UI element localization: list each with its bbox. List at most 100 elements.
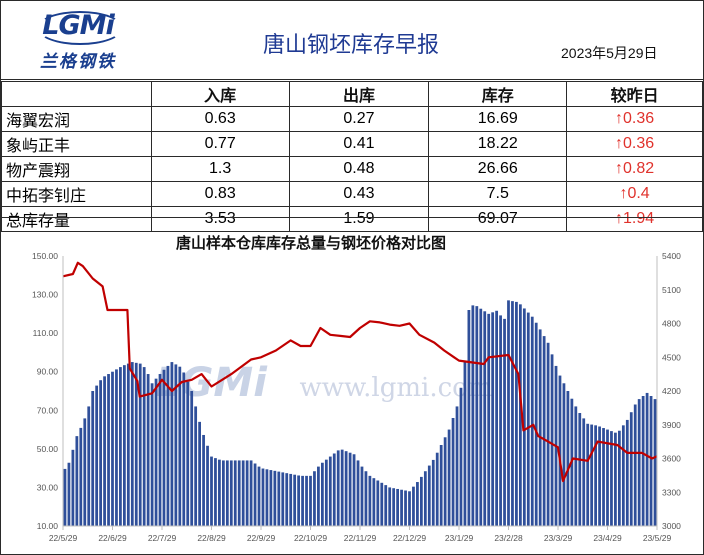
inventory-bar	[558, 375, 562, 526]
inventory-bar	[320, 462, 324, 526]
inventory-bar	[408, 491, 411, 526]
warehouse-name: 物产震翔	[1, 156, 152, 182]
chart-title: 唐山样本仓库库存总量与钢坯价格对比图	[175, 234, 446, 252]
inventory-bar	[633, 404, 637, 526]
inventory-bar	[63, 468, 67, 526]
inbound-value: 1.3	[150, 156, 290, 182]
inventory-bar	[483, 311, 487, 526]
y-right-tick-label: 4200	[662, 386, 681, 396]
inventory-bar	[495, 310, 498, 526]
y-left-tick-label: 110.00	[33, 328, 59, 338]
inventory-bar	[475, 306, 479, 526]
logo-ring	[37, 11, 123, 45]
y-right-tick-label: 4500	[662, 352, 681, 362]
inventory-bar	[83, 418, 87, 526]
inventory-bar	[158, 374, 162, 526]
inventory-bar	[368, 475, 372, 526]
inventory-bar	[166, 365, 170, 526]
inventory-bars	[63, 300, 657, 526]
stock-value: 26.66	[428, 156, 568, 182]
inventory-bar	[237, 460, 241, 526]
inventory-bar	[542, 336, 546, 526]
stock-value: 7.5	[428, 181, 568, 207]
inventory-bar	[419, 476, 423, 526]
inventory-bar	[332, 453, 336, 526]
inventory-bar	[372, 478, 376, 526]
inventory-bar	[566, 391, 570, 526]
y-left-tick-label: 90.00	[37, 367, 59, 377]
inventory-table: 入库 出库 库存 较昨日 海翼宏润 0.63 0.27 16.69 ↑0.36 …	[1, 81, 703, 232]
inventory-bar	[146, 374, 150, 526]
inventory-bar	[91, 391, 95, 526]
inventory-bar	[423, 471, 427, 526]
y-right-tick-label: 3300	[662, 487, 681, 497]
inventory-bar	[281, 472, 285, 526]
inventory-bar	[431, 459, 435, 526]
inventory-bar	[562, 383, 566, 526]
x-tick-label: 23/2/28	[494, 533, 523, 543]
inventory-bar	[75, 436, 79, 526]
inventory-bar	[95, 385, 99, 526]
logo-text: LGMi	[42, 10, 115, 41]
inventory-bar	[455, 406, 459, 526]
y-left-tick-label: 70.00	[37, 405, 59, 415]
price-line	[62, 261, 658, 483]
inbound-value: 0.77	[150, 131, 290, 157]
x-tick-label: 22/11/29	[344, 533, 377, 543]
inventory-bar	[301, 475, 304, 526]
y-right-tick-label: 3000	[662, 521, 681, 531]
chart-panel: 唐山样本仓库库存总量与钢坯价格对比图 LGMi www.lgmi.com 10.0…	[1, 217, 703, 555]
inventory-bar	[511, 301, 514, 526]
inventory-bar	[518, 304, 522, 526]
inventory-bar	[138, 363, 142, 526]
outbound-value: 0.43	[288, 181, 430, 207]
inventory-bar	[594, 425, 597, 526]
inventory-bar	[447, 429, 451, 526]
x-tick-label: 22/7/29	[148, 533, 177, 543]
inventory-bar	[202, 434, 205, 526]
inventory-bar	[190, 391, 194, 526]
price-line-path	[62, 261, 658, 483]
y-right-tick-label: 5100	[662, 285, 681, 295]
y-left-tick-label: 50.00	[37, 444, 59, 454]
inventory-bar	[142, 367, 146, 526]
inventory-bar	[233, 460, 237, 526]
y-right-tick-label: 3900	[662, 420, 681, 430]
col-header-change: 较昨日	[566, 81, 703, 107]
inventory-bar	[463, 362, 467, 526]
x-tick-label: 22/6/29	[98, 533, 127, 543]
inventory-bar	[507, 300, 510, 526]
inventory-bar	[538, 329, 542, 526]
inventory-bar	[313, 471, 316, 526]
table-row: 象屿正丰 0.77 0.41 18.22 ↑0.36	[1, 131, 703, 157]
inventory-bar	[273, 470, 277, 526]
inventory-bar	[582, 418, 586, 526]
inventory-bar	[214, 458, 217, 526]
inventory-bar	[285, 473, 289, 526]
inventory-bar	[253, 463, 257, 526]
inventory-bar	[297, 475, 300, 526]
inventory-bar	[289, 473, 293, 526]
y-left-tick-label: 150.00	[32, 251, 58, 261]
table-row: 中拓李钊庄 0.83 0.43 7.5 ↑0.4	[1, 181, 703, 207]
inventory-bar	[162, 369, 166, 526]
inventory-bar	[471, 305, 475, 526]
inventory-bar	[435, 452, 439, 526]
inventory-bar	[265, 469, 269, 526]
inventory-bar	[360, 466, 364, 526]
watermark: LGMi www.lgmi.com	[155, 360, 492, 406]
inventory-bar	[412, 486, 415, 526]
inventory-bar	[586, 423, 590, 526]
inventory-bar	[134, 362, 138, 526]
inbound-value: 0.63	[150, 106, 290, 132]
inventory-bar	[376, 480, 380, 526]
inventory-bar	[328, 456, 332, 526]
inventory-bar	[534, 322, 538, 526]
outbound-value: 0.48	[288, 156, 430, 182]
y-left-tick-label: 130.00	[32, 290, 58, 300]
inventory-bar	[530, 316, 534, 526]
inventory-bar	[416, 482, 419, 526]
inventory-bar	[653, 399, 657, 526]
inventory-bar	[487, 313, 491, 526]
